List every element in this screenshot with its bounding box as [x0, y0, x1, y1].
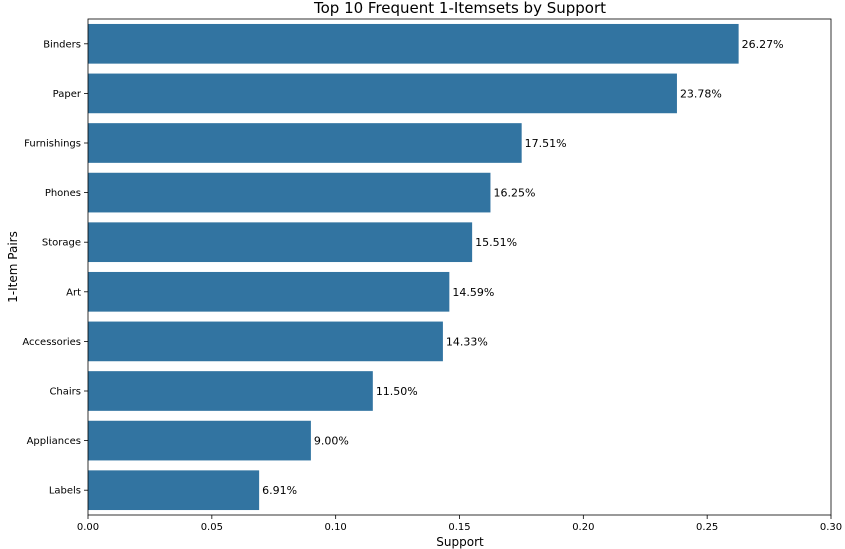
bar-appliances	[88, 420, 311, 461]
bar-furnishings	[88, 123, 522, 163]
x-tick-label-4: 0.20	[572, 522, 594, 533]
bars-group	[88, 23, 739, 511]
bar-accessories	[88, 321, 443, 362]
bar-art	[88, 271, 450, 312]
plot-frame	[87, 18, 832, 516]
y-tick-label-appliances: Appliances	[27, 436, 81, 447]
x-axis-ticks: 0.00 0.05 0.10 0.15 0.20 0.25 0.30	[77, 515, 842, 533]
x-tick-label-0: 0.00	[77, 522, 99, 533]
x-tick-label-5: 0.25	[696, 522, 718, 533]
value-label-labels: 6.91%	[262, 484, 297, 497]
x-tick-label-2: 0.10	[325, 522, 347, 533]
x-tick-label-3: 0.15	[448, 522, 470, 533]
value-label-chairs: 11.50%	[376, 385, 418, 398]
value-label-phones: 16.25%	[493, 187, 535, 200]
y-tick-label-storage: Storage	[42, 238, 81, 249]
value-label-binders: 26.27%	[742, 38, 784, 51]
value-label-accessories: 14.33%	[446, 335, 488, 348]
x-tick-label-1: 0.05	[201, 522, 223, 533]
chart-title: Top 10 Frequent 1-Itemsets by Support	[313, 0, 606, 17]
bar-labels	[88, 470, 260, 511]
value-labels-group: 26.27% 23.78% 17.51% 16.25% 15.51% 14.59% 14.3…	[262, 38, 783, 497]
y-tick-label-chairs: Chairs	[49, 387, 81, 398]
bar-phones	[88, 172, 491, 213]
value-label-art: 14.59%	[452, 286, 494, 299]
y-axis-ticks: Binders Paper Furnishings Phones Storage Art A…	[22, 39, 88, 497]
x-tick-label-6: 0.30	[820, 522, 842, 533]
value-label-paper: 23.78%	[680, 87, 722, 100]
bar-paper	[88, 73, 677, 114]
y-tick-label-binders: Binders	[43, 39, 81, 50]
y-tick-label-labels: Labels	[49, 486, 81, 497]
value-label-furnishings: 17.51%	[525, 137, 567, 150]
value-label-storage: 15.51%	[475, 236, 517, 249]
value-label-appliances: 9.00%	[314, 435, 349, 448]
y-axis-label: 1-Item Pairs	[6, 231, 20, 303]
y-tick-label-paper: Paper	[53, 89, 82, 100]
bar-binders	[88, 23, 739, 64]
bar-chairs	[88, 371, 373, 411]
bar-storage	[88, 222, 473, 263]
y-tick-label-art: Art	[66, 287, 81, 298]
x-axis-label: Support	[436, 535, 484, 549]
y-tick-label-furnishings: Furnishings	[24, 139, 81, 150]
y-tick-label-phones: Phones	[45, 188, 81, 199]
y-tick-label-accessories: Accessories	[22, 337, 81, 348]
